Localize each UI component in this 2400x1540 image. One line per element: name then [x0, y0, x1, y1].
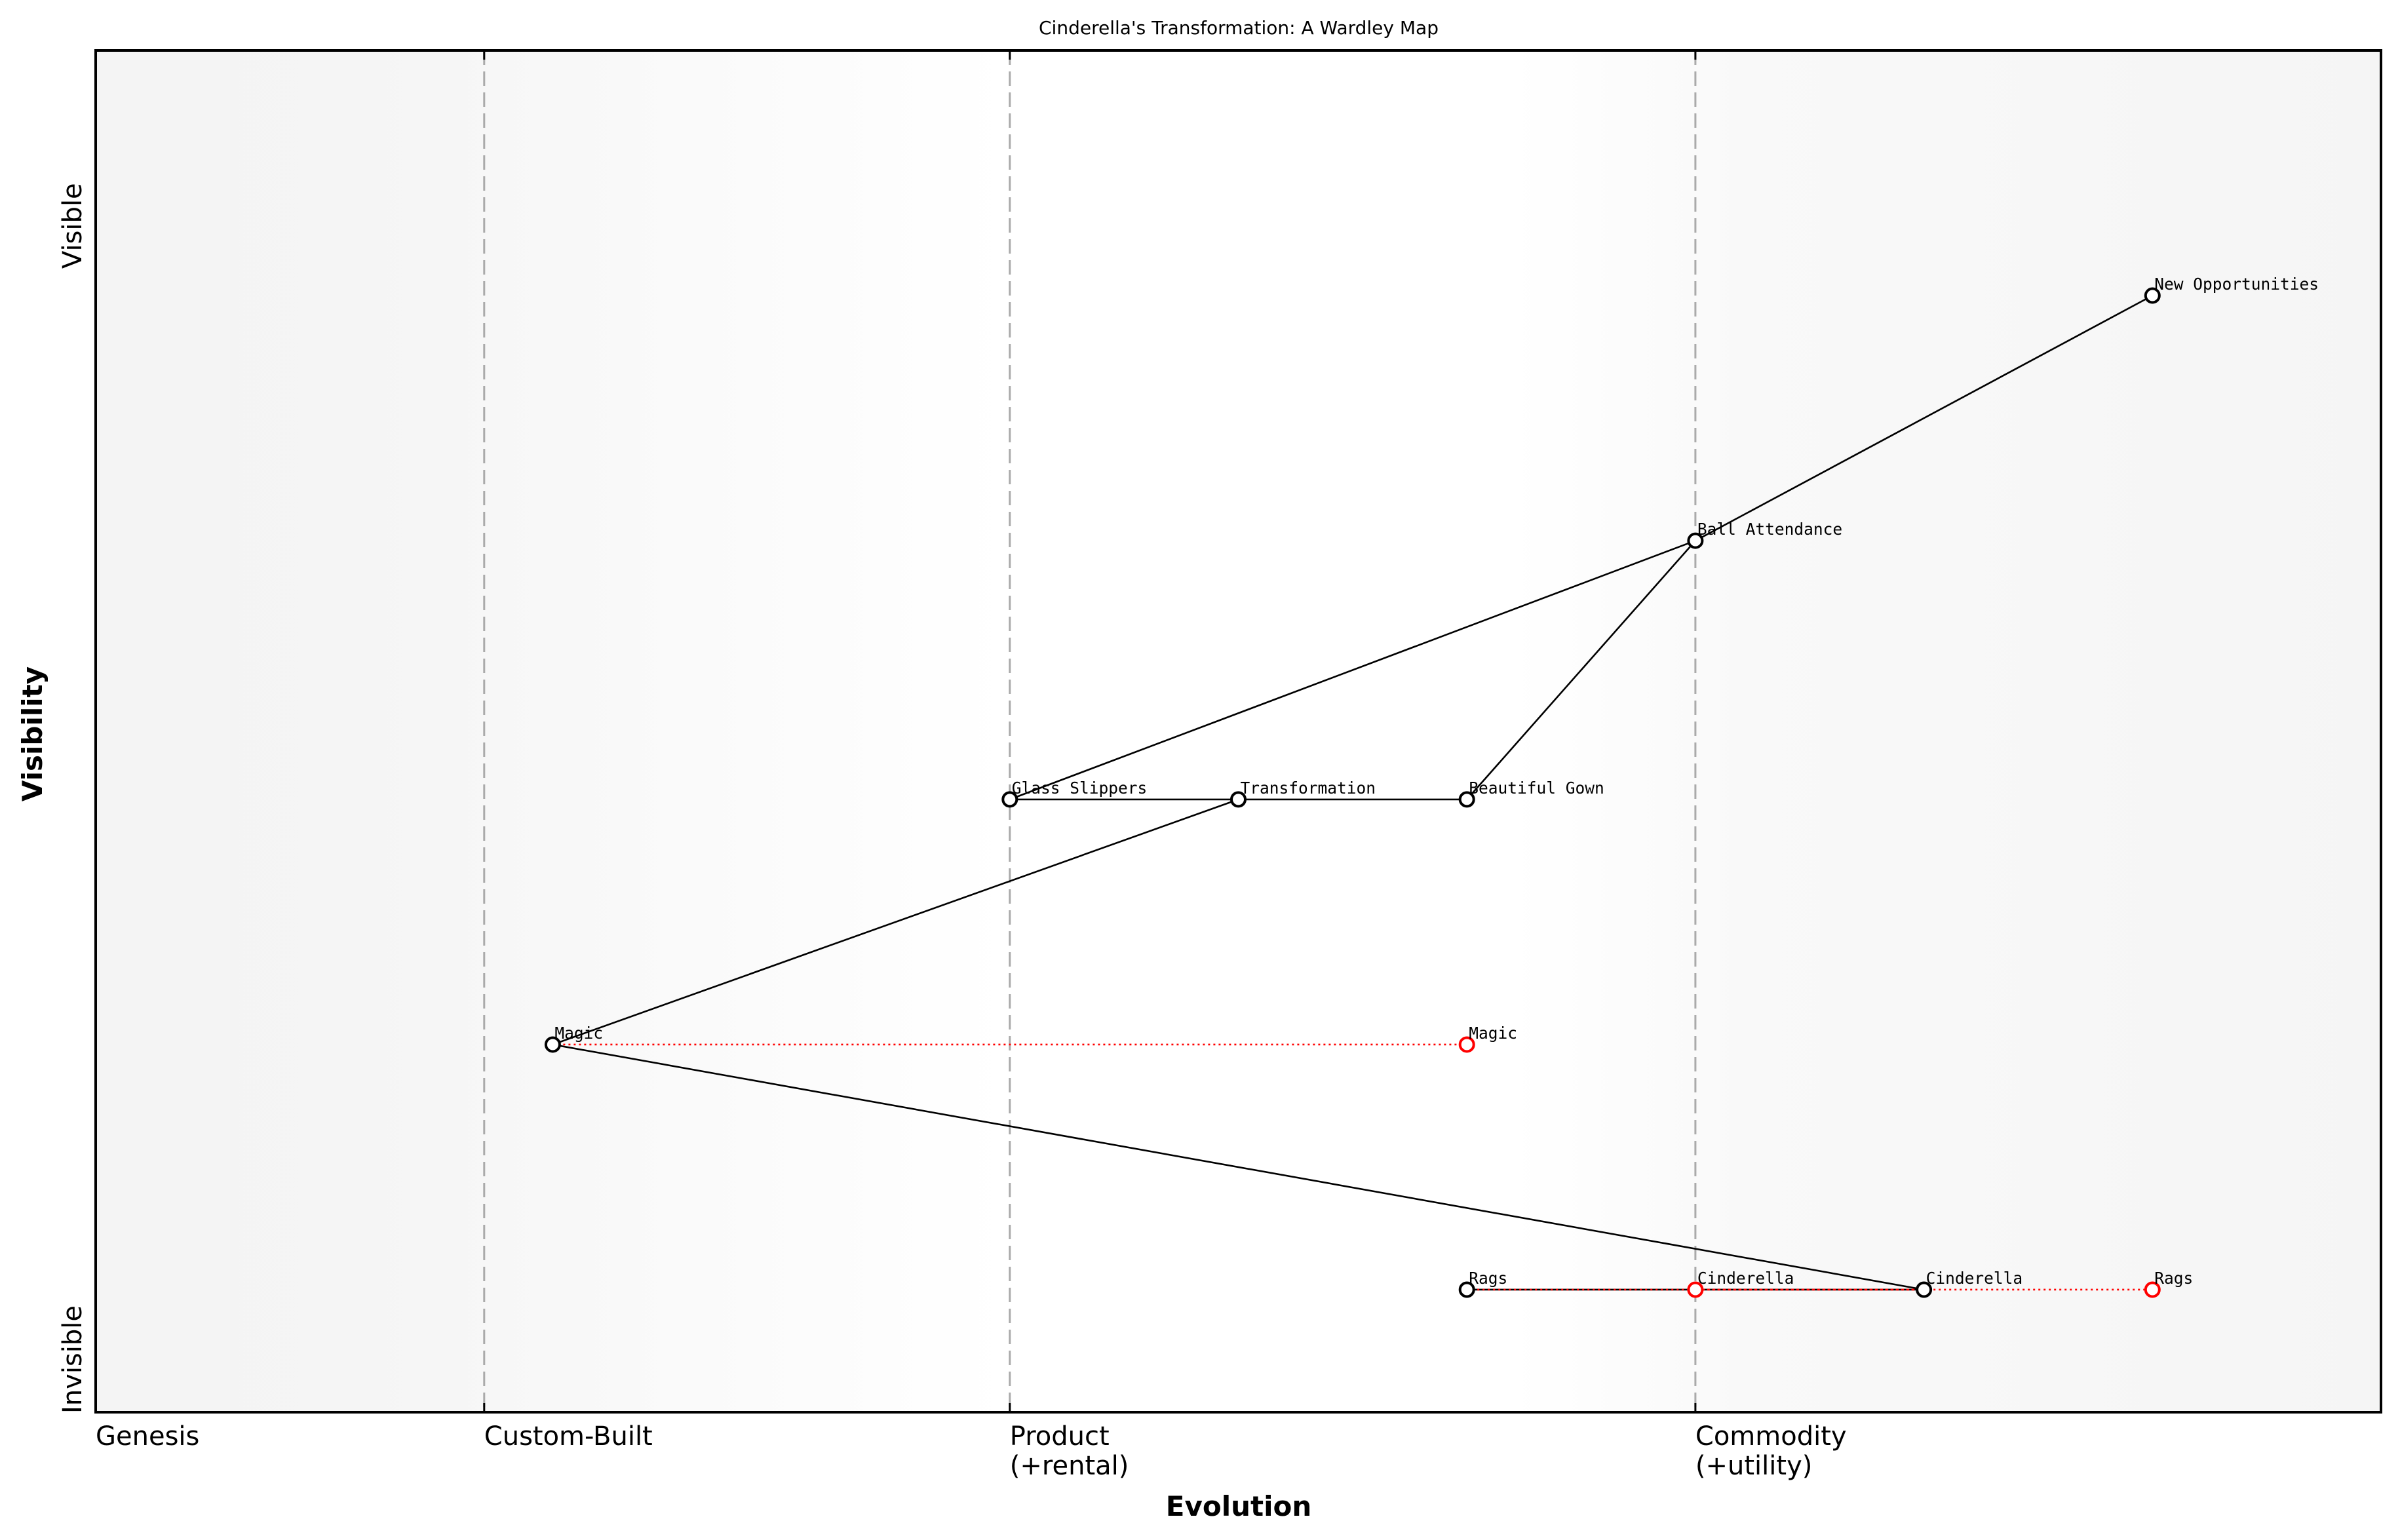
component-node[interactable]: Rags — [1458, 1269, 1508, 1298]
component-node[interactable]: Ball Attendance — [1687, 520, 1842, 549]
component-node[interactable]: Cinderella — [1916, 1269, 2023, 1298]
evolution-stage-labels: Genesis Custom-Built Product(+rental) Commo… — [96, 1421, 1847, 1481]
node-circle-icon — [1001, 791, 1018, 808]
stage-label: Commodity — [1695, 1421, 1847, 1452]
node-circle-icon — [1458, 791, 1475, 808]
component-nodes: New Opportunities Ball Attendance Glass Sl… — [544, 275, 2319, 1298]
stage-label: Custom-Built — [484, 1421, 653, 1452]
node-label: Magic — [554, 1024, 603, 1043]
node-circle-icon — [1458, 1281, 1475, 1298]
node-label: New Opportunities — [2154, 275, 2319, 294]
component-node[interactable]: Beautiful Gown — [1458, 779, 1604, 808]
y-axis-title: Visibility — [16, 666, 48, 801]
node-label: Rags — [1469, 1269, 1507, 1288]
node-label: Magic — [1469, 1024, 1517, 1043]
dependency-link — [552, 798, 1239, 1046]
evolved-node[interactable]: Magic — [1458, 1024, 1517, 1053]
evolution-links — [552, 1043, 2153, 1291]
evolved-node[interactable]: Rags — [2144, 1269, 2194, 1298]
node-label: Beautiful Gown — [1469, 779, 1604, 798]
node-circle-icon — [1687, 1281, 1704, 1298]
node-label: Ball Attendance — [1697, 520, 1842, 539]
component-node[interactable]: Glass Slippers — [1001, 779, 1148, 808]
stage-label: Product — [1010, 1421, 1110, 1452]
dependency-link — [1695, 294, 2153, 542]
plot-frame — [94, 49, 2382, 1414]
node-circle-icon — [1687, 532, 1704, 549]
stage-lines — [483, 50, 1697, 1412]
node-circle-icon — [2144, 287, 2161, 304]
node-label: Transformation — [1241, 779, 1376, 798]
node-label: Cinderella — [1697, 1269, 1794, 1288]
component-node[interactable]: Transformation — [1230, 779, 1376, 808]
node-circle-icon — [1916, 1281, 1933, 1298]
x-axis-title: Evolution — [1166, 1490, 1311, 1522]
evolved-node[interactable]: Cinderella — [1687, 1269, 1794, 1298]
component-node[interactable]: Magic — [544, 1024, 603, 1053]
dependency-link — [552, 1043, 1924, 1291]
node-circle-icon — [1230, 791, 1247, 808]
plot-background — [96, 50, 2381, 1412]
node-circle-icon — [1458, 1036, 1475, 1053]
node-label: Rags — [2154, 1269, 2193, 1288]
y-label-invisible: Invisible — [58, 1305, 88, 1414]
node-circle-icon — [2144, 1281, 2161, 1298]
node-label: Glass Slippers — [1012, 779, 1148, 798]
stage-sublabel: (+rental) — [1010, 1451, 1129, 1481]
node-circle-icon — [544, 1036, 561, 1053]
dependency-link — [1466, 540, 1696, 800]
dependency-link — [1009, 539, 1696, 801]
chart-title: Cinderella's Transformation: A Wardley M… — [1039, 17, 1439, 39]
stage-label: Genesis — [96, 1421, 199, 1452]
node-label: Cinderella — [1926, 1269, 2023, 1288]
component-links — [552, 294, 2153, 1291]
stage-sublabel: (+utility) — [1695, 1451, 1812, 1481]
y-label-visible: Visible — [58, 183, 88, 269]
component-node[interactable]: New Opportunities — [2144, 275, 2319, 304]
